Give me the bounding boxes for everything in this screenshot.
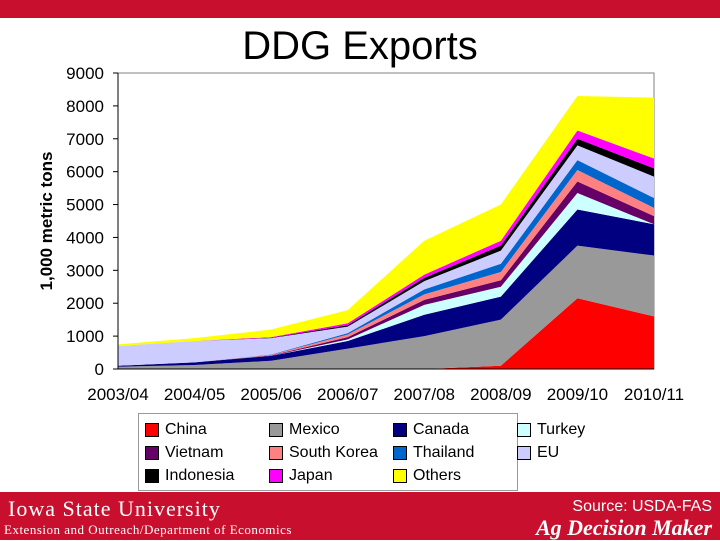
area-series-turkey: [118, 193, 654, 366]
area-series-canada: [118, 209, 654, 367]
x-tick-label: 2006/07: [317, 385, 378, 404]
legend-label: Turkey: [537, 421, 586, 438]
x-tick-label: 2010/11: [624, 385, 684, 404]
source-text: Source: USDA-FAS: [572, 498, 712, 515]
legend-item-south-korea: South Korea: [269, 442, 393, 464]
legend-swatch: [269, 469, 283, 483]
legend-label: Canada: [413, 421, 470, 438]
y-tick-label: 5000: [66, 196, 104, 215]
legend-item-vietnam: Vietnam: [145, 442, 269, 464]
y-tick-label: 9000: [66, 64, 104, 83]
area-series-thailand: [118, 160, 654, 366]
area-series-vietnam: [118, 181, 654, 366]
x-tick-label: 2004/05: [164, 385, 225, 404]
legend-label: China: [165, 421, 207, 438]
legend-label: Mexico: [289, 421, 340, 438]
legend-swatch: [393, 446, 407, 460]
legend-item-japan: Japan: [269, 465, 393, 487]
legend-swatch: [517, 423, 531, 437]
legend-item-canada: Canada: [393, 419, 517, 441]
chart-legend: China Mexico Canada Turkey Vietnam South Kore…: [138, 413, 585, 491]
legend-swatch: [145, 446, 159, 460]
x-tick-label: 2003/04: [87, 385, 148, 404]
chart: 0 1000 2000 3000 4000 5000 6000 7000 8000 9000 200…: [37, 64, 684, 404]
legend-label: EU: [537, 444, 560, 461]
legend-swatch: [269, 446, 283, 460]
y-tick-label: 1000: [66, 327, 104, 346]
legend-label: Indonesia: [165, 467, 235, 484]
y-tick-label: 2000: [66, 294, 104, 313]
x-tick-label: 2008/09: [470, 385, 531, 404]
university-logo-text: Iowa State University: [8, 496, 221, 521]
area-series-mexico: [118, 245, 654, 369]
legend-item-mexico: Mexico: [269, 419, 393, 441]
y-tick-label: 0: [95, 360, 104, 379]
area-series-china: [118, 298, 654, 369]
y-tick-label: 8000: [66, 97, 104, 116]
legend-grid: China Mexico Canada Turkey Vietnam South Kore…: [145, 419, 621, 487]
area-series-eu: [118, 145, 654, 366]
footer: Iowa State University Extension and Outr…: [0, 492, 720, 540]
y-axis-label: 1,000 metric tons: [37, 152, 56, 291]
x-tick-label: 2005/06: [240, 385, 301, 404]
legend-label: Others: [413, 467, 462, 484]
legend-label: Thailand: [413, 444, 475, 461]
page-title: DDG Exports: [242, 24, 478, 68]
legend-swatch: [393, 469, 407, 483]
x-tick-label: 2009/10: [547, 385, 608, 404]
y-tick-label: 6000: [66, 163, 104, 182]
y-tick-label: 3000: [66, 261, 104, 280]
top-red-bar: [0, 0, 720, 18]
legend-item-thailand: Thailand: [393, 442, 517, 464]
legend-label: South Korea: [289, 444, 378, 461]
legend-swatch: [145, 423, 159, 437]
legend-swatch: [269, 423, 283, 437]
legend-item-turkey: Turkey: [517, 419, 621, 441]
department-text: Extension and Outreach/Department of Eco…: [4, 522, 292, 537]
area-series-south-korea: [118, 170, 654, 366]
x-tick-label: 2007/08: [394, 385, 455, 404]
legend-swatch: [393, 423, 407, 437]
area-series-others: [118, 96, 654, 346]
legend-item-eu: EU: [517, 442, 621, 464]
legend-label: Vietnam: [165, 444, 224, 461]
legend-swatch: [517, 446, 531, 460]
y-tick-label: 7000: [66, 130, 104, 149]
y-tick-label: 4000: [66, 228, 104, 247]
legend-item-indonesia: Indonesia: [145, 465, 269, 487]
brand-logo-text: Ag Decision Maker: [536, 515, 712, 540]
legend-swatch: [145, 469, 159, 483]
legend-label: Japan: [289, 467, 333, 484]
legend-item-others: Others: [393, 465, 517, 487]
legend-item-china: China: [145, 419, 269, 441]
